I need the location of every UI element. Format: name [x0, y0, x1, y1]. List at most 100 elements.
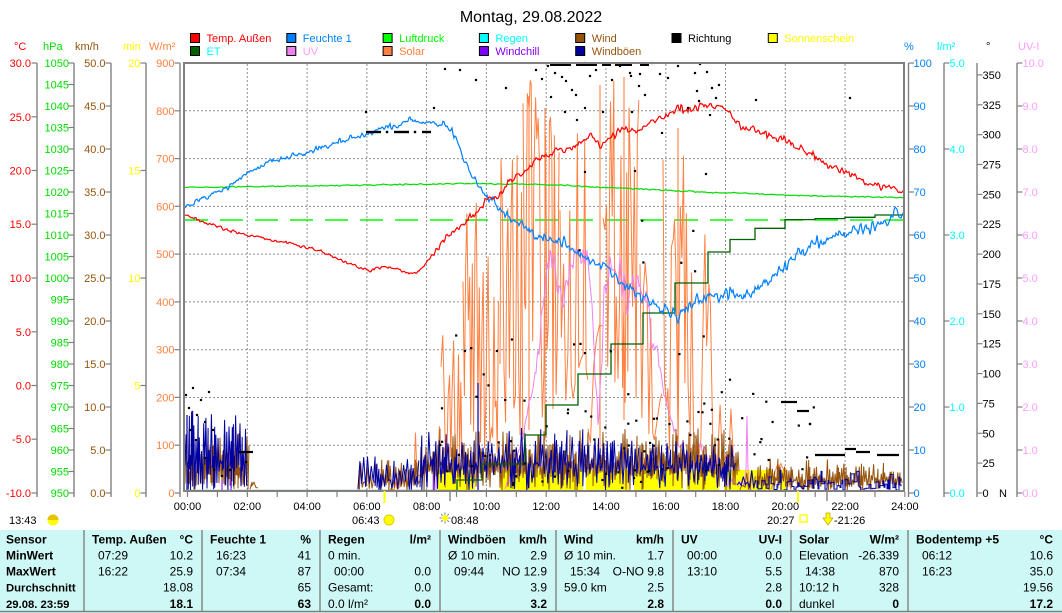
svg-text:06:43: 06:43: [352, 515, 380, 527]
svg-text:l/m²: l/m²: [410, 533, 431, 547]
svg-text:29.08. 23:59: 29.08. 23:59: [6, 599, 69, 611]
svg-text:1035: 1035: [45, 123, 69, 135]
svg-text:2.0: 2.0: [1023, 402, 1038, 414]
svg-text:35.0: 35.0: [1030, 565, 1054, 579]
svg-text:Windböen: Windböen: [448, 533, 506, 547]
svg-text:35.0: 35.0: [84, 187, 105, 199]
svg-text:5.0: 5.0: [90, 445, 105, 457]
svg-text:1020: 1020: [45, 187, 69, 199]
svg-text:990: 990: [51, 316, 69, 328]
svg-text:100: 100: [983, 369, 1001, 381]
svg-text:275: 275: [983, 160, 1001, 172]
svg-text:10.0: 10.0: [1023, 58, 1044, 70]
svg-text:UV-I: UV-I: [759, 533, 782, 547]
svg-text:07:34: 07:34: [216, 565, 246, 579]
svg-text:hPa: hPa: [43, 41, 63, 53]
svg-text:10.0: 10.0: [84, 402, 105, 414]
svg-text:100: 100: [914, 58, 932, 70]
svg-text:70: 70: [914, 187, 926, 199]
svg-text:16:23: 16:23: [216, 549, 246, 563]
svg-text:45.0: 45.0: [84, 101, 105, 113]
svg-text:4.0: 4.0: [950, 144, 965, 156]
svg-text:0: 0: [892, 597, 899, 611]
svg-text:50: 50: [983, 428, 995, 440]
svg-text:63: 63: [298, 597, 312, 611]
svg-text:06:12: 06:12: [922, 549, 952, 563]
svg-text:20:00: 20:00: [772, 501, 800, 513]
svg-text:0.0: 0.0: [414, 581, 431, 595]
svg-text:0 min.: 0 min.: [328, 549, 361, 563]
svg-text:Sensor: Sensor: [6, 533, 47, 547]
svg-text:13:43: 13:43: [9, 515, 37, 527]
svg-text:Gesamt:: Gesamt:: [328, 581, 373, 595]
svg-text:-21:26: -21:26: [834, 515, 865, 527]
svg-text:0: 0: [134, 488, 140, 500]
svg-text:O-NO 9.8: O-NO 9.8: [613, 565, 665, 579]
svg-text:3.0: 3.0: [950, 230, 965, 242]
svg-text:900: 900: [156, 58, 174, 70]
svg-text:06:00: 06:00: [353, 501, 381, 513]
svg-text:1.0: 1.0: [1023, 445, 1038, 457]
svg-text:-26.339: -26.339: [858, 549, 899, 563]
svg-text:1040: 1040: [45, 101, 69, 113]
svg-text:25.0: 25.0: [10, 112, 31, 124]
svg-text:60: 60: [914, 230, 926, 242]
svg-text:965: 965: [51, 424, 69, 436]
svg-text:700: 700: [156, 154, 174, 166]
svg-text:0.0: 0.0: [414, 565, 431, 579]
svg-text:Feuchte 1: Feuchte 1: [210, 533, 266, 547]
svg-text:3.2: 3.2: [530, 597, 547, 611]
svg-text:00:00: 00:00: [334, 565, 364, 579]
svg-text:18:00: 18:00: [712, 501, 740, 513]
svg-text:Temp. Außen: Temp. Außen: [92, 533, 167, 547]
svg-text:UV-I: UV-I: [1018, 41, 1039, 53]
svg-text:00:00: 00:00: [687, 549, 717, 563]
svg-text:10.6: 10.6: [1030, 549, 1054, 563]
svg-text:7.0: 7.0: [1023, 187, 1038, 199]
svg-text:-5.0: -5.0: [12, 434, 31, 446]
svg-text:15.0: 15.0: [10, 219, 31, 231]
svg-text:18.08: 18.08: [163, 581, 193, 595]
svg-text:15:34: 15:34: [570, 565, 600, 579]
svg-text:955: 955: [51, 467, 69, 479]
svg-text:W/m²: W/m²: [149, 41, 176, 53]
svg-text:12:00: 12:00: [532, 501, 560, 513]
svg-text:25: 25: [983, 458, 995, 470]
svg-text:0.0: 0.0: [1023, 488, 1038, 500]
svg-text:18.1: 18.1: [170, 597, 194, 611]
svg-text:30.0: 30.0: [84, 230, 105, 242]
svg-text:16:22: 16:22: [98, 565, 128, 579]
svg-text:65: 65: [298, 581, 312, 595]
svg-text:Luftdruck: Luftdruck: [399, 33, 445, 45]
svg-text:19.56: 19.56: [1023, 581, 1053, 595]
svg-text:10.0: 10.0: [10, 273, 31, 285]
svg-text:400: 400: [156, 297, 174, 309]
svg-text:09:44: 09:44: [454, 565, 484, 579]
svg-text:3.9: 3.9: [530, 581, 547, 595]
svg-text:0: 0: [983, 488, 989, 500]
svg-text:17.2: 17.2: [1030, 597, 1054, 611]
svg-text:325: 325: [983, 100, 1001, 112]
svg-text:50.0: 50.0: [84, 58, 105, 70]
svg-text:0.0: 0.0: [765, 549, 782, 563]
svg-text:800: 800: [156, 106, 174, 118]
svg-text:995: 995: [51, 295, 69, 307]
svg-text:80: 80: [914, 144, 926, 156]
svg-text:°C: °C: [1040, 533, 1054, 547]
svg-text:5.0: 5.0: [16, 327, 31, 339]
svg-text:0: 0: [168, 488, 174, 500]
svg-text:0.0: 0.0: [765, 597, 782, 611]
svg-text:1050: 1050: [45, 58, 69, 70]
svg-text:2.9: 2.9: [530, 549, 547, 563]
svg-text:5: 5: [134, 381, 140, 393]
svg-text:975: 975: [51, 381, 69, 393]
svg-text:Ø 10 min.: Ø 10 min.: [448, 549, 500, 563]
svg-text:8.0: 8.0: [1023, 144, 1038, 156]
svg-text:5.0: 5.0: [950, 58, 965, 70]
svg-text:Ø 10 min.: Ø 10 min.: [564, 549, 616, 563]
svg-text:59.0 km: 59.0 km: [564, 581, 607, 595]
svg-text:%: %: [300, 533, 311, 547]
svg-text:350: 350: [983, 70, 1001, 82]
svg-text:Bodentemp +5: Bodentemp +5: [916, 533, 999, 547]
svg-text:Richtung: Richtung: [688, 33, 731, 45]
